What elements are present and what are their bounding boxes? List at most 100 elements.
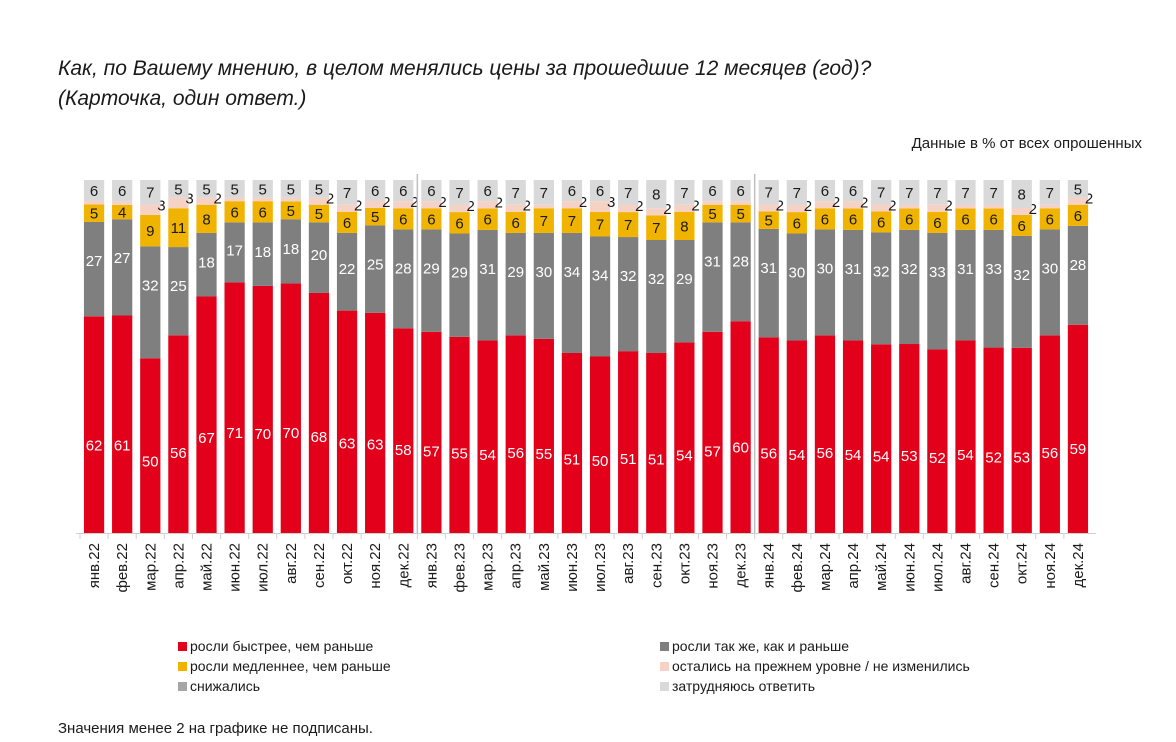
bar-segment <box>871 204 892 212</box>
bar-segment <box>252 285 273 533</box>
bar-segment <box>280 180 301 198</box>
stacked-bar-chart: 622756янв.22612746фев.225032937мар.22562… <box>76 174 1096 593</box>
x-tick-label: июл.23 <box>592 543 609 592</box>
data-label: 2 <box>213 191 221 208</box>
data-label: 7 <box>540 185 548 202</box>
bar-segment <box>196 296 217 533</box>
data-label: 32 <box>648 271 665 288</box>
data-label: 7 <box>455 185 463 202</box>
legend-item: снижались <box>178 676 391 696</box>
data-label: 59 <box>1070 441 1087 458</box>
data-label: 2 <box>579 194 587 211</box>
bar-segment <box>196 204 217 233</box>
bar-segment <box>83 316 105 533</box>
data-label: 6 <box>933 215 941 232</box>
bar-segment <box>280 197 301 202</box>
bar-segment <box>1011 347 1032 533</box>
bar-segment <box>871 344 892 533</box>
data-label: 7 <box>512 185 520 202</box>
bar-segment <box>224 180 245 198</box>
bar-segment <box>730 201 751 205</box>
x-tick-label: мар.23 <box>480 543 497 591</box>
bar-segment <box>365 312 386 533</box>
data-label: 8 <box>202 211 210 228</box>
data-label: 50 <box>592 453 609 470</box>
bar-segment <box>308 197 330 205</box>
x-tick-label: май.22 <box>199 543 216 591</box>
bar-segment <box>1039 208 1060 230</box>
data-label: 29 <box>507 264 524 281</box>
bar-segment <box>983 229 1004 348</box>
bar-segment <box>224 197 245 202</box>
bar-segment <box>83 200 105 205</box>
bar-segment <box>899 229 920 345</box>
bar-segment <box>955 208 976 230</box>
bar-segment <box>112 204 133 220</box>
data-label: 18 <box>254 244 271 261</box>
data-label: 54 <box>676 448 693 465</box>
legend-label: росли медленнее, чем раньше <box>190 658 391 674</box>
x-tick-label: апр.22 <box>170 543 187 589</box>
bar-segment <box>618 212 639 238</box>
data-label: 55 <box>535 446 552 463</box>
bar-segment <box>814 208 836 230</box>
data-label: 2 <box>663 201 671 218</box>
bar-segment <box>842 340 864 533</box>
bar-segment <box>168 208 189 248</box>
data-label: 52 <box>985 450 1002 467</box>
bar-segment <box>899 344 920 533</box>
legend-swatch <box>660 641 669 651</box>
bar-segment <box>618 351 639 533</box>
x-tick-label: сен.22 <box>311 543 328 588</box>
bar-segment <box>1011 235 1032 348</box>
data-label: 54 <box>873 448 890 465</box>
bar-segment <box>871 180 892 205</box>
data-label: 28 <box>1070 257 1087 274</box>
bar-segment <box>224 201 245 223</box>
chart-title: Как, по Вашему мнению, в целом менялись … <box>58 57 872 110</box>
legend-item: остались на прежнем уровне / не изменили… <box>660 656 970 676</box>
data-label: 29 <box>676 271 693 288</box>
bar-segment <box>702 201 723 205</box>
bar-segment <box>477 340 498 533</box>
bar-segment <box>1011 180 1032 208</box>
data-label: 53 <box>901 448 918 465</box>
data-label: 6 <box>455 215 463 232</box>
data-label: 5 <box>315 206 323 223</box>
bar-segment <box>702 180 723 202</box>
bar-segment <box>589 356 611 533</box>
bar-segment <box>983 208 1004 230</box>
data-label: 32 <box>1013 267 1030 284</box>
data-label: 2 <box>523 198 531 215</box>
data-label: 8 <box>1018 186 1026 203</box>
bar-segment <box>1067 180 1089 198</box>
bar-segment <box>140 246 161 359</box>
data-label: 7 <box>793 185 801 202</box>
data-label: 5 <box>371 209 379 226</box>
data-label: 2 <box>1029 201 1037 218</box>
data-label: 32 <box>142 277 159 294</box>
bar-segment <box>561 232 583 353</box>
x-tick-label: июн.24 <box>901 543 918 592</box>
data-label: 5 <box>287 203 295 220</box>
data-label: 51 <box>564 452 581 469</box>
bar-segment <box>280 201 301 220</box>
x-tick-label: мар.24 <box>817 543 834 591</box>
bar-segment <box>449 212 470 234</box>
data-label: 30 <box>1041 260 1058 277</box>
data-label: 5 <box>287 181 295 198</box>
data-label: 5 <box>259 181 267 198</box>
data-label: 31 <box>845 261 862 278</box>
bar-segment <box>1039 204 1060 209</box>
data-label: 53 <box>1013 450 1030 467</box>
bar-segment <box>842 201 864 209</box>
data-label: 25 <box>170 278 187 295</box>
bar-segment <box>336 204 358 212</box>
bar-segment <box>589 180 611 202</box>
bar-segment <box>674 180 695 205</box>
data-label: 52 <box>929 450 946 467</box>
data-label: 56 <box>170 445 187 462</box>
bar-segment <box>1067 324 1089 533</box>
data-label: 2 <box>635 198 643 215</box>
data-label: 57 <box>704 444 721 461</box>
